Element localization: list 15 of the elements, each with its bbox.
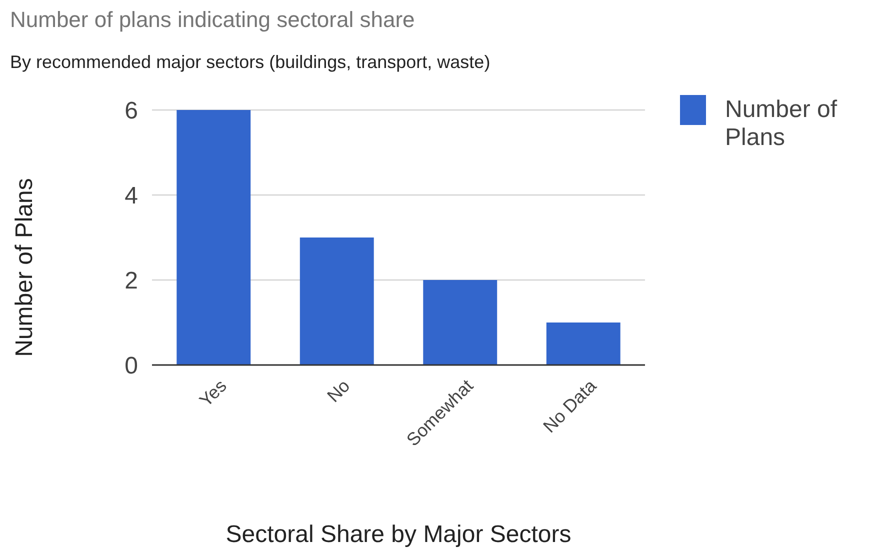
- y-tick-label: 0: [124, 352, 138, 380]
- chart-subtitle: By recommended major sectors (buildings, transport, waste): [10, 52, 490, 72]
- y-axis-title: Number of Plans: [11, 178, 38, 357]
- bar: [300, 238, 374, 365]
- bar: [176, 110, 251, 365]
- y-tick-label: 4: [124, 182, 138, 210]
- x-axis-title: Sectoral Share by Major Sectors: [226, 521, 572, 548]
- bar: [423, 280, 498, 365]
- x-tick-label: No: [323, 376, 354, 406]
- x-tick-label: Yes: [196, 376, 230, 411]
- y-tick-label: 6: [124, 97, 138, 124]
- bar: [546, 322, 620, 365]
- legend-label: Number of Plans: [725, 96, 838, 151]
- chart-title: Number of plans indicating sectoral share: [10, 7, 415, 32]
- y-tick-label: 2: [124, 267, 138, 294]
